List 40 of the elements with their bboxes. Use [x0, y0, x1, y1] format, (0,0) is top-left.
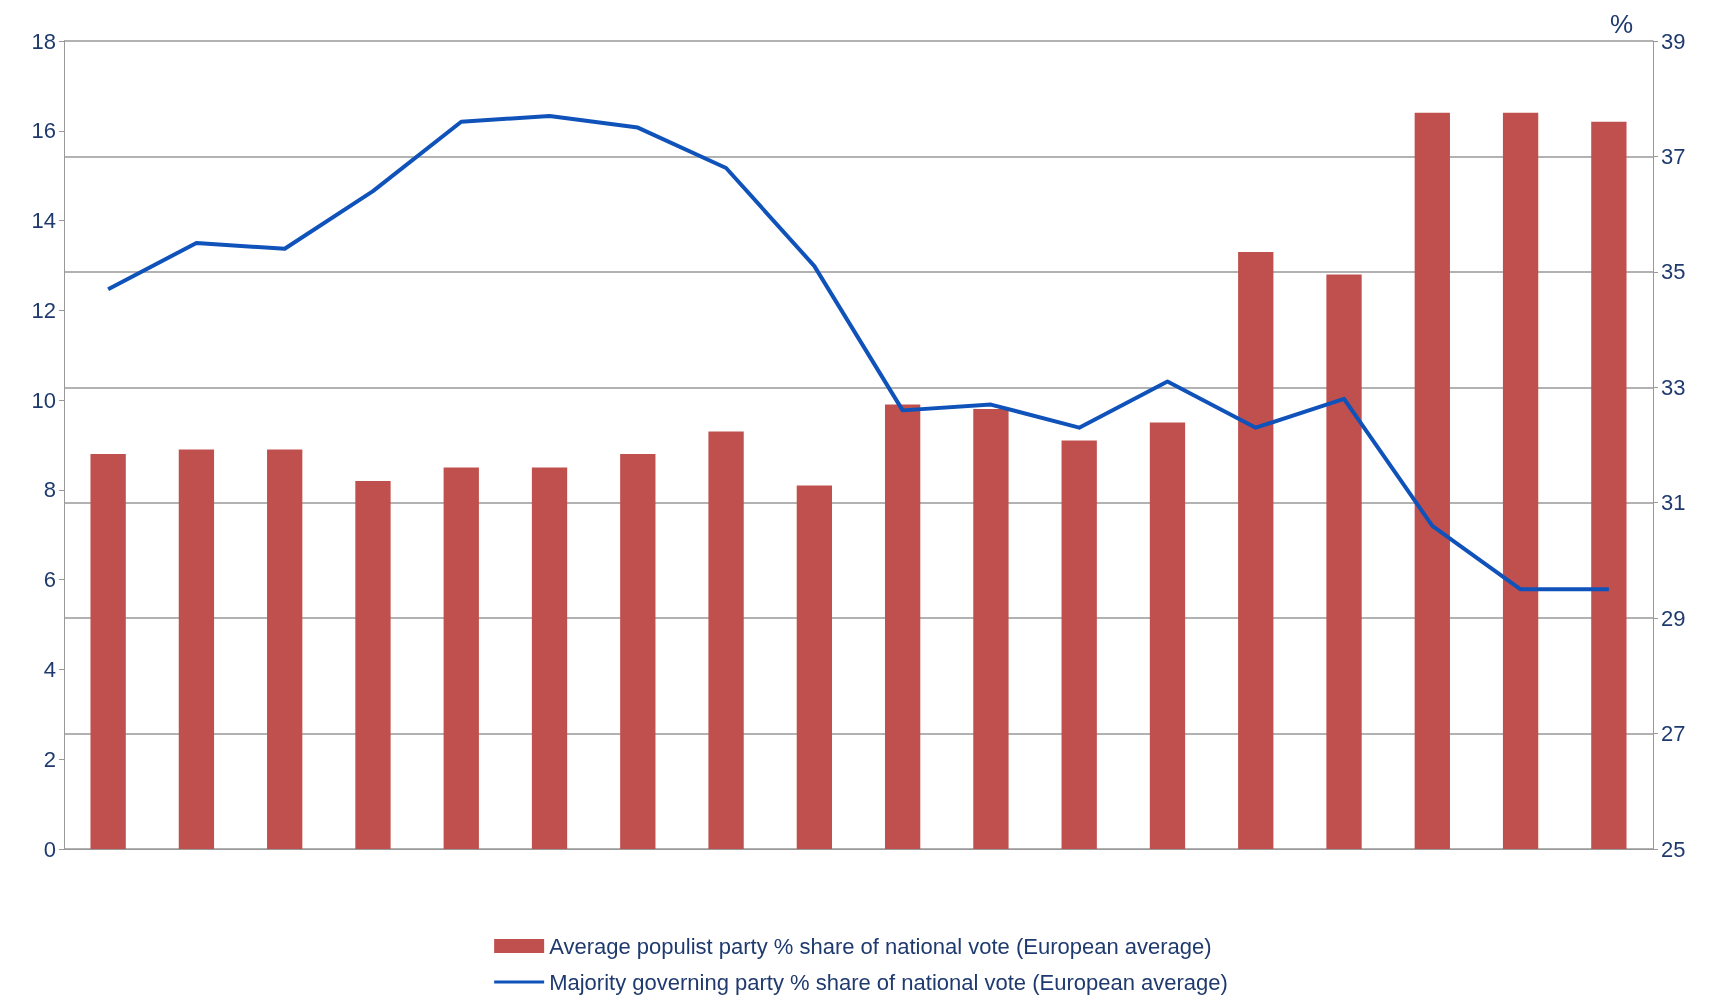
- y2-tick-label: 35: [1661, 259, 1686, 285]
- bar: [708, 431, 744, 849]
- bar: [796, 485, 833, 849]
- bar: [178, 449, 215, 849]
- y-tick-label: 2: [43, 746, 56, 772]
- bar: [1061, 440, 1097, 849]
- bar: [1591, 121, 1627, 849]
- y2-tick-label: 29: [1661, 605, 1686, 631]
- legend-label: Majority governing party % share of national vote (European average): [549, 969, 1228, 995]
- y2-tick-label: 37: [1661, 143, 1686, 169]
- bar: [1149, 422, 1186, 849]
- bar: [1238, 251, 1274, 849]
- bar: [1502, 112, 1539, 849]
- y-tick-label: 4: [43, 656, 56, 682]
- y-tick-label: 6: [43, 567, 56, 593]
- bar: [1414, 112, 1450, 849]
- y-tick-label: 18: [31, 28, 56, 54]
- line-series: [106, 114, 1611, 592]
- bar: [973, 409, 1009, 849]
- bar: [267, 449, 303, 849]
- y2-tick-label: 33: [1661, 374, 1686, 400]
- y-tick-label: 12: [31, 297, 56, 323]
- bar: [90, 453, 126, 849]
- bar: [443, 467, 479, 849]
- y2-tick-label: 27: [1661, 721, 1686, 747]
- bar: [1326, 274, 1362, 849]
- y2-tick-label: 31: [1661, 490, 1686, 516]
- y-tick-label: 0: [43, 836, 56, 862]
- y-tick-label: 14: [31, 208, 56, 234]
- bar: [355, 480, 391, 849]
- y2-tick-label: 25: [1661, 836, 1686, 862]
- bar: [531, 467, 568, 849]
- y-tick-label: 16: [31, 118, 56, 144]
- bar: [620, 453, 656, 849]
- y2-tick-label: 39: [1661, 28, 1686, 54]
- y-tick-label: 10: [31, 387, 56, 413]
- y-tick-label: 8: [43, 477, 56, 503]
- bar: [884, 404, 921, 849]
- y2-axis-title: %: [1609, 9, 1633, 39]
- legend-label: Average populist party % share of national vote (European average): [549, 933, 1212, 959]
